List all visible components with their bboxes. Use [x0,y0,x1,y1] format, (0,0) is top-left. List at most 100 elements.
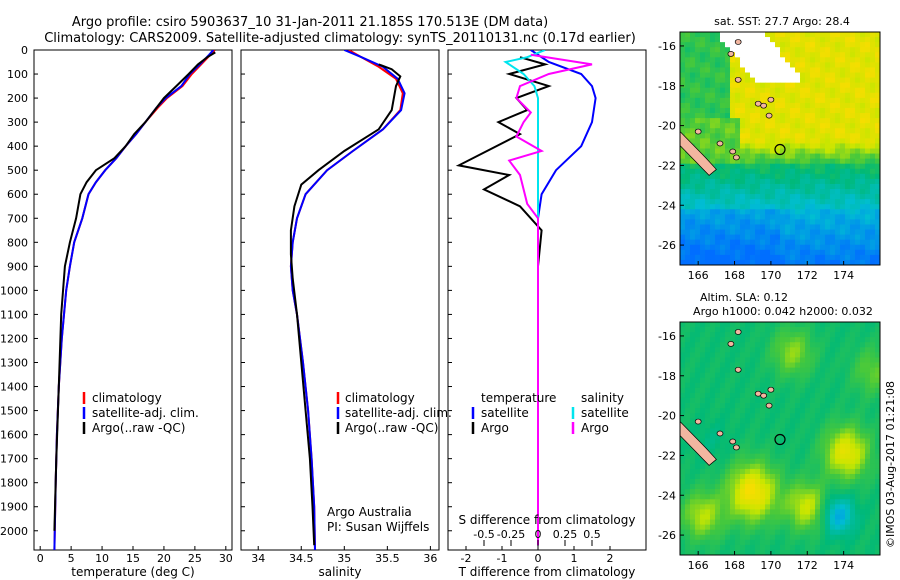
map-cell [795,47,801,53]
map-cell [865,259,871,265]
map-cell [755,519,761,526]
map-cell [830,113,836,119]
map-cell [810,504,816,510]
map-cell [750,254,756,261]
map-cell [820,352,826,358]
map-cell [810,418,816,424]
map-cell [720,259,726,265]
map-cell [875,234,880,241]
map-cell [705,428,711,434]
map-cell [770,418,776,424]
map-cell [720,529,726,536]
map-cell [715,123,721,129]
map-cell [710,332,716,338]
map-cell [810,229,816,236]
map-cell [690,113,696,119]
map-cell [815,209,821,215]
map-cell [785,387,791,394]
map-cell [765,362,771,368]
map-cell [800,123,806,129]
map-cell [770,397,776,404]
map-cell-missing [745,62,751,68]
map-cell [800,463,806,470]
map-cell [860,183,866,190]
map-cell [805,82,811,89]
map-cell [755,387,761,394]
map-cell [715,102,721,109]
map-cell [770,448,776,455]
map-cell [800,204,806,210]
map-cell [805,72,811,78]
map-cell [755,362,761,368]
map-cell [750,468,756,475]
map-cell [705,118,711,124]
map-cell [680,489,686,495]
map-cell [860,148,866,154]
map-cell [835,47,841,53]
map-cell [850,458,856,465]
map-cell [685,77,691,84]
map-cell [680,183,686,190]
map-cell [785,214,791,220]
map-cell [750,92,756,99]
map-cell [845,519,851,526]
map-cell [795,209,801,215]
map-cell [710,549,716,555]
map-cell [685,82,691,89]
map-cell [765,92,771,99]
map-cell [780,403,786,409]
map-cell [680,173,686,180]
map-cell [870,549,876,555]
map-cell [820,42,826,48]
map-cell [720,418,726,424]
map-cell [720,194,726,200]
map-cell [750,423,756,429]
map-cell [705,484,711,490]
map-cell [695,408,701,414]
map-cell [855,397,861,404]
map-cell [820,549,826,555]
map-cell [755,249,761,256]
map-cell [860,484,866,490]
map-cell [685,327,691,333]
map-cell [875,322,880,328]
map-cell [785,428,791,434]
map-cell [780,254,786,261]
map-cell [865,489,871,495]
map-cell [775,382,781,389]
map-cell [800,327,806,333]
map-cell [865,189,871,195]
map-cell [710,509,716,515]
map-cell [710,413,716,419]
map-cell [710,494,716,500]
map-cell [805,509,811,515]
map-cell [700,47,706,53]
map-cell [790,107,796,114]
map-cell [775,529,781,536]
map-cell [680,32,686,38]
sla-map-frame [679,321,881,556]
map-cell [730,123,736,129]
map-cell [835,189,841,195]
map-cell [850,178,856,185]
map-cell [690,387,696,394]
map-cell [750,148,756,154]
map-cell-missing [770,77,776,84]
map-y-tick-label: -22 [658,159,676,172]
map-cell [715,183,721,190]
map-cell [780,158,786,165]
map-cell [715,42,721,48]
map-cell [770,433,776,439]
map-cell [825,489,831,495]
map-cell [850,463,856,470]
map-cell [800,448,806,455]
map-cell [860,347,866,353]
map-cell [825,32,831,38]
map-cell [725,357,731,363]
map-cell [715,504,721,510]
map-cell [755,143,761,149]
map-cell [735,239,741,246]
map-cell [825,259,831,265]
map-cell [825,158,831,165]
map-cell [795,113,801,119]
